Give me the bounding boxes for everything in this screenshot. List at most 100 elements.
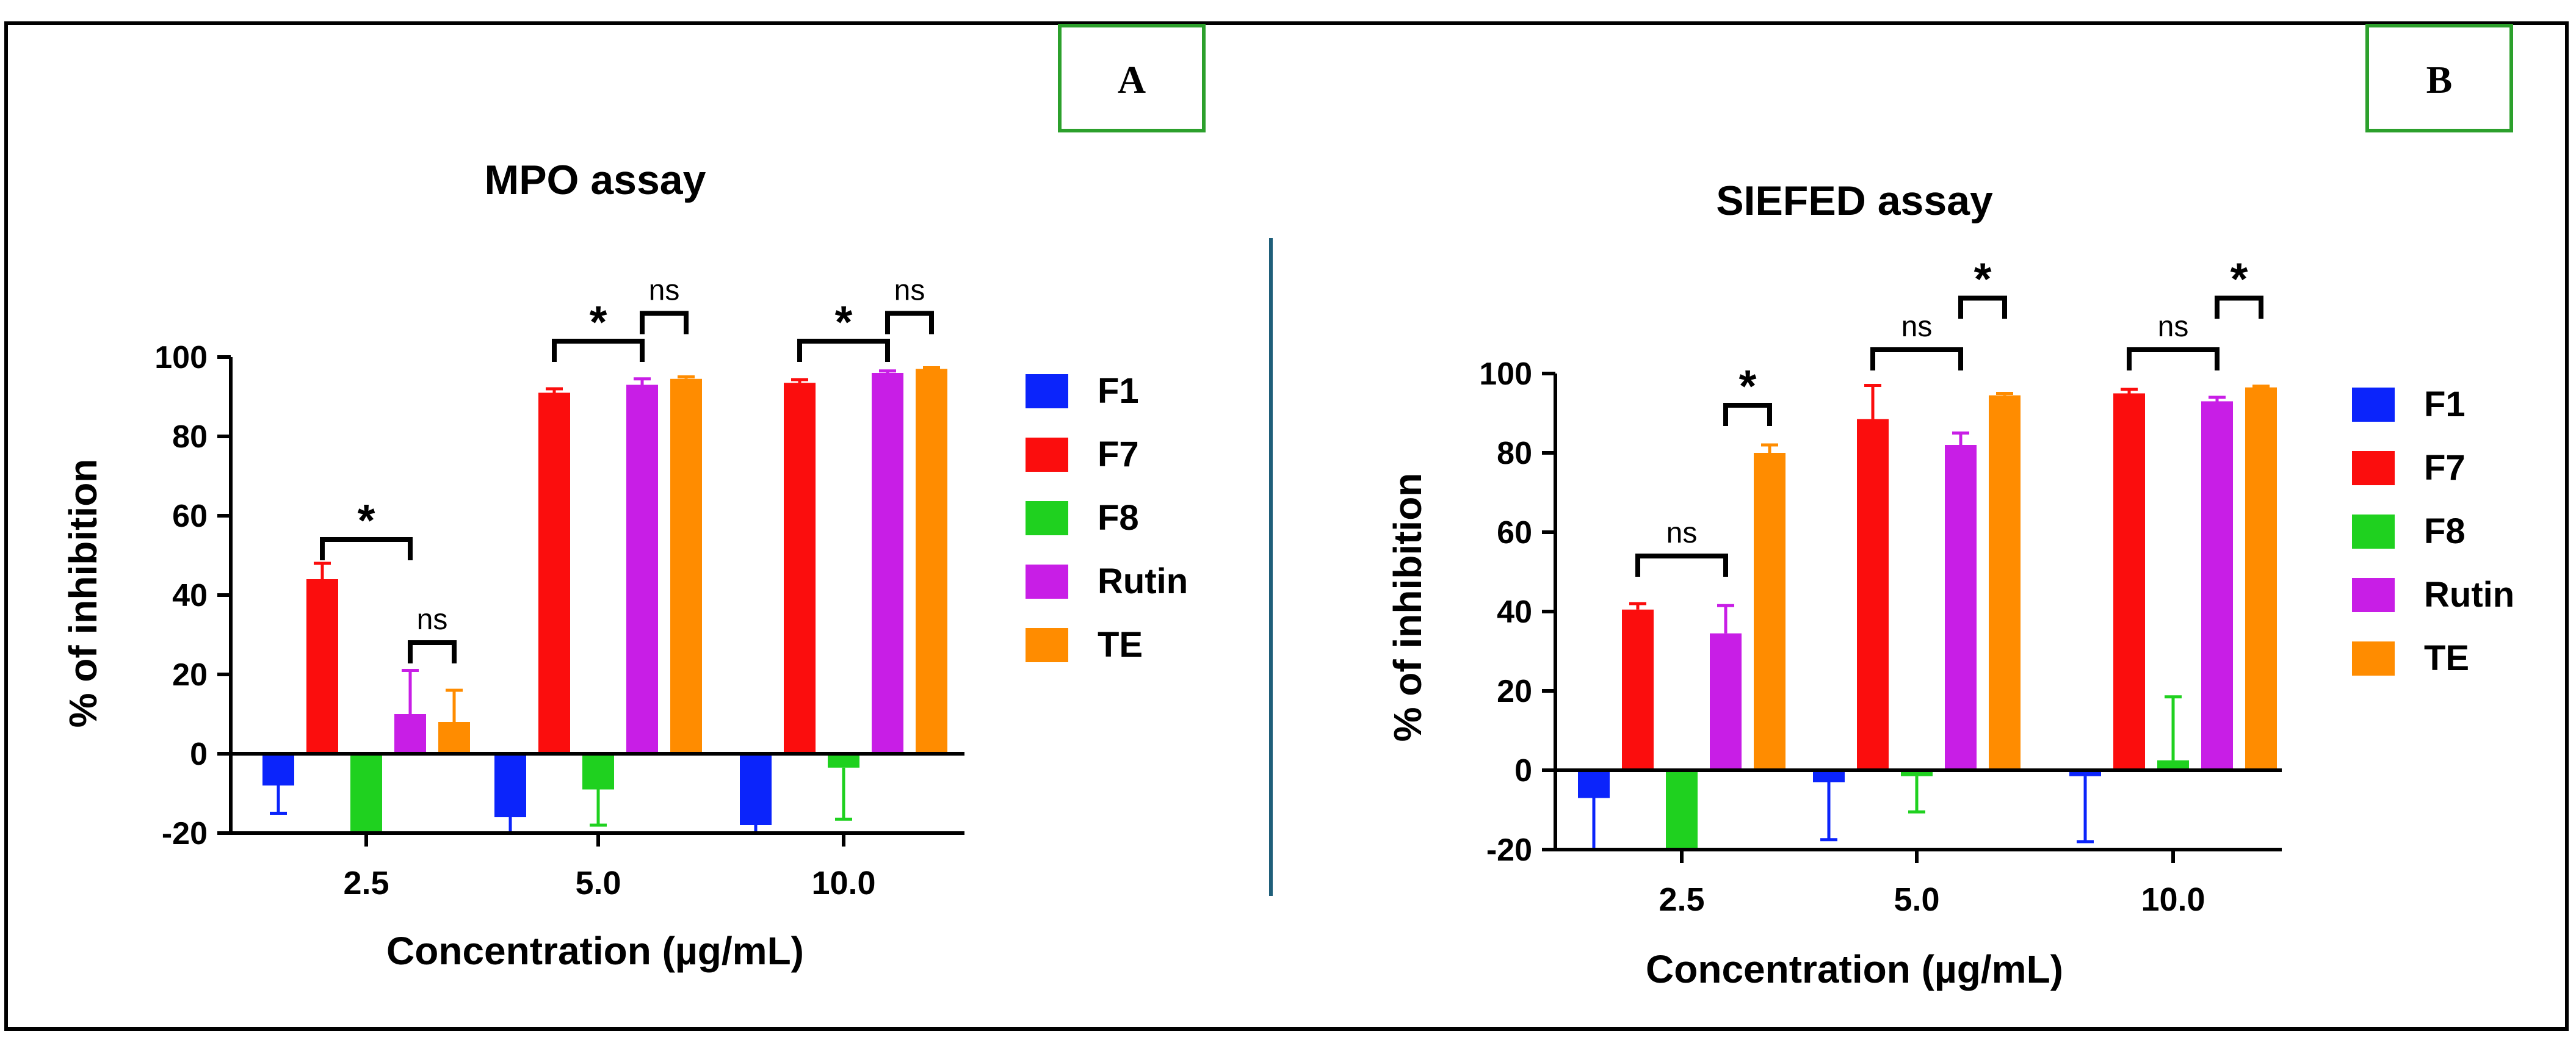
bar-f1-10.0: [740, 754, 772, 825]
panel-b-plot: -20 0 20 40 60 80 100 2.5 5.0 10.0 ns * ns * ns * F1 F7 F8…: [1479, 254, 2514, 919]
legend-swatch-f1: [1026, 374, 1068, 408]
bar-f7-5.0: [1857, 419, 1889, 770]
legend-label-te: TE: [2424, 638, 2469, 678]
bar-f7-2.5: [1622, 609, 1654, 770]
significance-ns: ns: [1666, 517, 1698, 549]
y-tick-label: 100: [154, 340, 208, 375]
significance-bracket: [885, 311, 934, 334]
bar-te-10.0: [2245, 387, 2277, 770]
significance-bracket: [1958, 295, 2007, 319]
bar-te-2.5: [438, 722, 470, 754]
significance-bracket: [408, 640, 457, 663]
significance-bracket: [320, 537, 413, 560]
bar-f7-2.5: [306, 579, 338, 754]
significance-bracket: [797, 339, 890, 362]
y-tick-label: 0: [190, 737, 208, 772]
legend-swatch-te: [1026, 628, 1068, 662]
x-tick-label: 10.0: [811, 865, 875, 901]
y-tick-label: 100: [1479, 356, 1532, 392]
significance-star: *: [835, 297, 853, 347]
y-tick-label: 0: [1514, 753, 1532, 789]
panel-b-label: B: [2426, 58, 2453, 101]
legend-swatch-te: [2352, 641, 2395, 676]
bar-f1-2.5: [262, 754, 294, 785]
y-tick-label: 40: [1497, 594, 1532, 630]
figure-border: [4, 21, 2569, 1031]
legend-label-rutin: Rutin: [1098, 562, 1188, 601]
significance-ns: ns: [894, 275, 925, 307]
panel-a: A MPO assay % of inhibition Concentratio…: [61, 24, 1206, 973]
bar-rutin-5.0: [1945, 445, 1977, 770]
bar-f7-5.0: [538, 392, 570, 754]
bar-f8-5.0: [1901, 770, 1933, 776]
legend-swatch-rutin: [1026, 565, 1068, 599]
y-tick-label: 60: [1497, 515, 1532, 551]
panel-a-title: MPO assay: [485, 157, 706, 203]
y-tick-label: 60: [172, 499, 208, 534]
legend-label-f8: F8: [1098, 498, 1139, 538]
y-tick-label: 40: [172, 578, 208, 613]
significance-bracket: [1723, 403, 1772, 426]
x-tick-label: 5.0: [575, 865, 621, 901]
bar-f7-10.0: [2113, 393, 2145, 770]
significance-bracket: [1870, 347, 1963, 370]
bar-f8-10.0: [2157, 760, 2189, 770]
y-tick-label: 80: [172, 419, 208, 455]
legend-label-te: TE: [1098, 625, 1143, 665]
significance-bracket: [640, 311, 689, 334]
panel-a-plot: -20 0 20 40 60 80 100 2.5 5.0 10.0 * ns * ns * ns F1 F7 F8…: [154, 275, 1188, 902]
x-tick-label: 2.5: [343, 865, 389, 901]
significance-star: *: [590, 297, 607, 347]
panel-a-ylabel: % of inhibition: [61, 459, 105, 728]
panel-b-xlabel: Concentration (µg/mL): [1646, 947, 2063, 991]
legend-swatch-f1: [2352, 388, 2395, 422]
legend-swatch-rutin: [2352, 578, 2395, 612]
significance-ns: ns: [2158, 311, 2189, 343]
significance-ns: ns: [1901, 311, 1933, 343]
bar-f1-5.0: [494, 754, 526, 817]
significance-star: *: [2230, 254, 2248, 305]
bar-f8-5.0: [582, 754, 614, 790]
bar-f1-5.0: [1813, 770, 1845, 782]
y-tick-label: 20: [1497, 674, 1532, 709]
legend-label-f1: F1: [1098, 371, 1139, 411]
legend-label-rutin: Rutin: [2424, 575, 2514, 615]
y-tick-label: -20: [1486, 832, 1532, 868]
panel-b-ylabel: % of inhibition: [1386, 473, 1430, 742]
legend-label-f1: F1: [2424, 385, 2466, 424]
panel-b-title: SIEFED assay: [1716, 178, 1993, 224]
x-tick-label: 10.0: [2141, 881, 2205, 918]
bar-te-5.0: [1989, 395, 2021, 770]
x-tick-label: 2.5: [1659, 881, 1704, 918]
significance-bracket: [2215, 295, 2263, 319]
legend-swatch-f8: [2352, 515, 2395, 549]
bar-f8-10.0: [828, 754, 859, 768]
significance-ns: ns: [417, 604, 448, 636]
bar-te-10.0: [916, 369, 947, 754]
panel-a-xlabel: Concentration (µg/mL): [386, 929, 804, 973]
bar-f7-10.0: [784, 383, 816, 754]
significance-star: *: [1739, 361, 1757, 411]
bar-te-5.0: [670, 378, 702, 754]
bar-rutin-10.0: [872, 373, 903, 754]
bar-f8-2.5: [350, 754, 382, 833]
bar-f1-10.0: [2069, 770, 2101, 776]
significance-bracket: [552, 339, 645, 362]
legend-swatch-f7: [2352, 451, 2395, 485]
significance-bracket: [2127, 347, 2220, 370]
y-tick-label: -20: [162, 816, 208, 851]
y-tick-label: 80: [1497, 436, 1532, 471]
bar-rutin-2.5: [1710, 633, 1742, 770]
legend-swatch-f7: [1026, 438, 1068, 472]
legend-label-f8: F8: [2424, 511, 2466, 551]
bar-f1-2.5: [1578, 770, 1610, 798]
bar-te-2.5: [1754, 453, 1785, 770]
bar-f8-2.5: [1666, 770, 1698, 850]
significance-star: *: [1974, 254, 1992, 305]
bar-rutin-5.0: [626, 385, 658, 754]
bar-rutin-2.5: [394, 714, 426, 754]
legend-label-f7: F7: [2424, 448, 2466, 488]
significance-ns: ns: [649, 275, 680, 307]
panel-a-label-box: [1058, 24, 1206, 132]
